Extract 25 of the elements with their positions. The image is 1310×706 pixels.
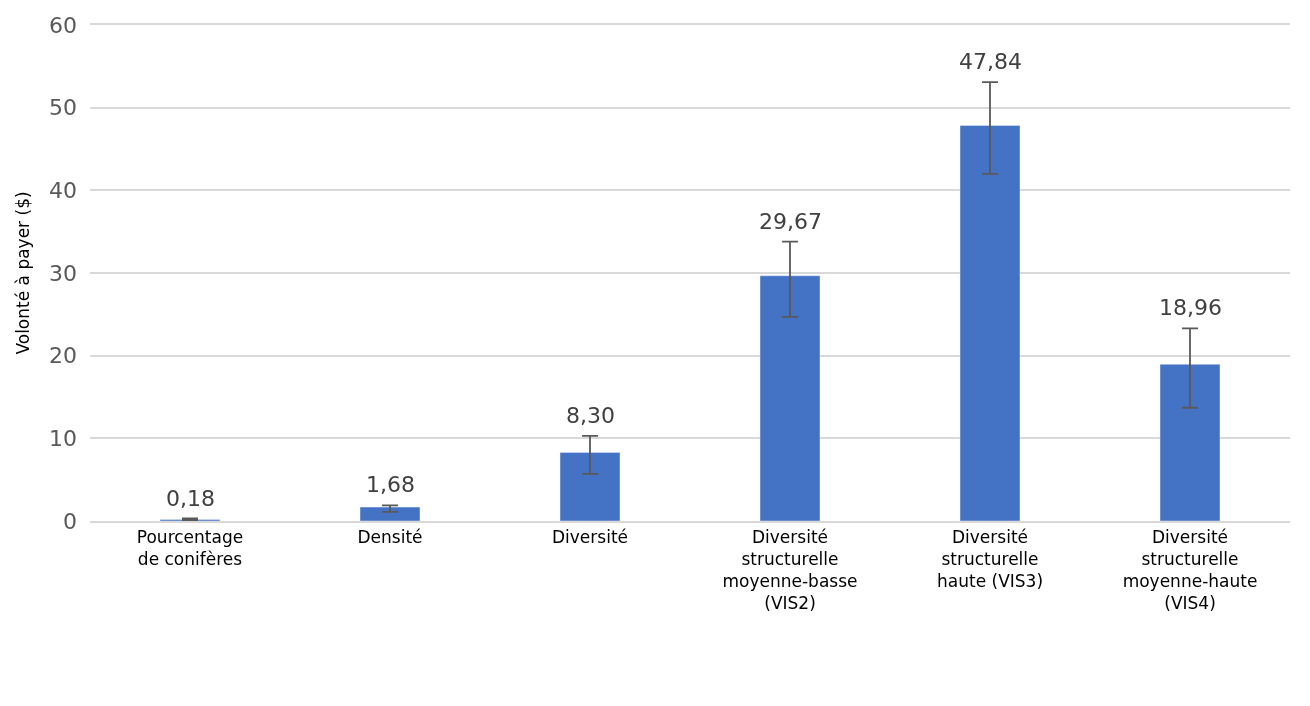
x-tick-label: Diversité structurelle moyenne-haute (VIS4): [1122, 527, 1258, 614]
data-label: 1,68: [366, 472, 415, 497]
x-tick-label: Diversité structurelle moyenne-basse (VIS2): [722, 527, 858, 614]
x-tick-label: Pourcentage de conifères: [136, 527, 244, 570]
x-tick-label: Diversité: [551, 527, 629, 548]
y-tick-label: 10: [49, 426, 77, 452]
y-tick-label: 50: [49, 95, 77, 121]
x-tick-label: Densité: [357, 527, 423, 548]
y-tick-label: 30: [49, 260, 77, 286]
data-label: 18,96: [1159, 295, 1222, 320]
data-label: 47,84: [959, 49, 1022, 74]
y-tick-label: 60: [49, 12, 77, 38]
data-label: 8,30: [566, 403, 615, 428]
y-tick-label: 20: [49, 343, 77, 369]
y-axis-title: Volonté à payer ($): [12, 191, 33, 355]
y-tick-label: 40: [49, 178, 77, 204]
x-tick-label: Diversité structurelle haute (VIS3): [936, 527, 1044, 592]
data-label: 0,18: [166, 486, 215, 511]
y-tick-label: 0: [63, 508, 77, 534]
bar: [959, 125, 1021, 521]
bar: [359, 506, 421, 521]
data-label: 29,67: [759, 209, 822, 234]
bar: [1159, 364, 1221, 521]
bar: [559, 452, 621, 521]
bar: [759, 275, 821, 521]
